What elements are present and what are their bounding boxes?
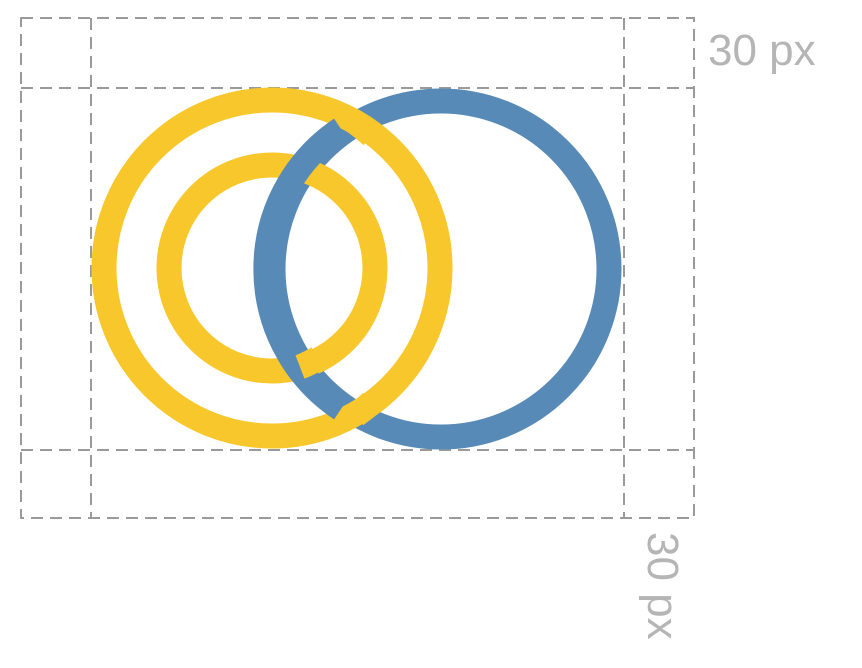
inner-yellow-ring xyxy=(156,152,388,384)
outer-boundary-guide xyxy=(20,17,695,519)
top-margin-label: 30 px xyxy=(708,26,816,75)
clearspace-guides xyxy=(20,17,695,519)
yellow-overlap-top xyxy=(347,111,381,146)
inner-yellow-overlap xyxy=(295,347,325,379)
bottom-margin-label: 30 px xyxy=(638,532,687,640)
yellow-overlap-bottom xyxy=(348,392,381,426)
logo-mark xyxy=(91,87,622,450)
outer-yellow-ring xyxy=(91,87,453,449)
